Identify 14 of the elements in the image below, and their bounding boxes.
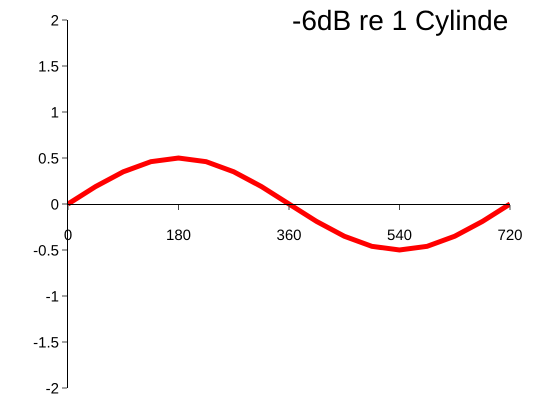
y-tick-label: -1 [46,288,59,306]
y-tick-label: -0.5 [33,242,59,260]
y-tick-label: 0.5 [38,150,59,168]
y-tick-label: -2 [46,380,59,398]
x-tick-label: 720 [497,227,523,244]
x-tick-label: 540 [386,227,412,244]
y-tick-label: 1.5 [38,58,59,76]
x-tick-label: 180 [166,227,192,244]
y-tick-label: -1.5 [33,334,59,352]
chart-title: -6dB re 1 Cylinde [292,5,508,36]
x-tick-label: 360 [276,227,302,244]
y-tick-label: 0 [50,196,59,214]
y-tick-label: 1 [50,104,59,122]
y-tick-label: 2 [50,12,59,30]
